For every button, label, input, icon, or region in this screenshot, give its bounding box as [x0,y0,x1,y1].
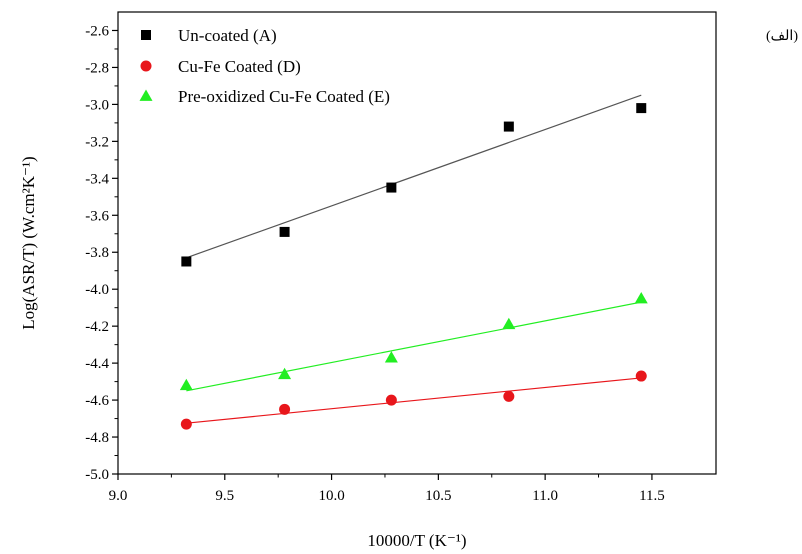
legend-label: Pre-oxidized Cu-Fe Coated (E) [178,87,390,106]
x-tick-label: 11.0 [532,488,558,504]
legend-label: Un-coated (A) [178,26,277,45]
data-point-square [181,256,192,267]
data-point-square [386,182,397,193]
y-tick-label: -4.2 [85,319,109,335]
legend-label: Cu-Fe Coated (D) [178,57,301,76]
data-point-circle [635,370,647,382]
y-tick-label: -5.0 [85,467,109,483]
plot-area [117,11,717,475]
fit-line-circle [186,377,642,424]
fit-lines [186,94,642,424]
plot-frame [117,11,717,475]
fit-line-triangle [186,301,642,392]
y-tick-label: -3.8 [85,245,109,261]
data-point-triangle [179,378,193,391]
legend: Un-coated (A) Cu-Fe Coated (D) Pre-oxidize… [139,26,390,106]
x-tick-label: 10.5 [425,488,451,504]
x-tick-label: 9.5 [215,488,234,504]
x-tick-label: 10.0 [318,488,344,504]
x-tick-label: 11.5 [639,488,665,504]
legend-marker-circle [140,60,152,72]
y-tick-label: -2.8 [85,60,109,76]
corner-label: (الف) [766,29,798,44]
y-tick-label: -3.0 [85,97,109,113]
data-point-triangle [634,291,648,304]
data-point-triangle [384,351,398,363]
y-tick-label: -4.8 [85,430,109,446]
y-tick-label: -4.6 [85,393,109,409]
data-point-square [636,103,647,114]
data-point-circle [279,403,291,415]
x-tick-label: 9.0 [109,488,128,504]
y-tick-label: -3.4 [85,171,109,187]
y-axis: -5.0 -4.8 -4.6 -4.4 -4.2 -4.0 -3.8 -3.6 -3.4 -3.2… [85,23,118,483]
y-axis-title: Log(ASR/T) (W.cm²K⁻¹) [19,156,38,329]
data-point-triangle [278,367,292,380]
data-point-square [279,226,290,237]
legend-marker-triangle [139,89,153,101]
y-tick-label: -3.2 [85,134,109,150]
fit-line-square [186,94,642,259]
y-tick-label: -4.4 [85,356,109,372]
y-tick-label: -2.6 [85,23,109,39]
data-markers [179,103,648,430]
legend-marker-square [141,30,151,40]
x-axis-title: 10000/T (K⁻¹) [367,531,466,550]
data-point-triangle [502,317,516,330]
data-point-circle [385,394,397,406]
data-point-circle [503,390,515,402]
data-point-square [503,121,514,132]
data-point-circle [180,418,192,430]
y-tick-label: -3.6 [85,208,109,224]
y-tick-label: -4.0 [85,282,109,298]
x-axis: 9.0 9.5 10.0 10.5 11.0 11.5 [109,474,665,504]
